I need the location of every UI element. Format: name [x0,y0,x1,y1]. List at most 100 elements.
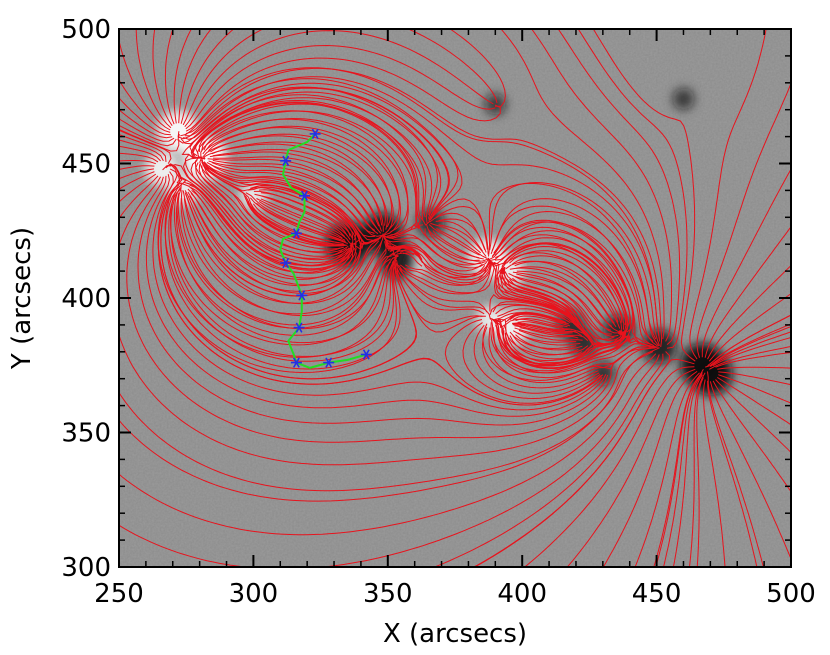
field-line-302 [715,351,791,368]
field-line-200 [182,190,380,304]
field-line-172 [202,161,357,241]
asterisk-stroke [282,257,290,269]
field-line-272 [488,182,657,340]
field-line-196 [208,160,376,231]
field-line-159 [489,293,576,324]
field-line-201 [180,190,383,315]
asterisk-marker-7 [290,357,302,368]
field-line-60 [152,171,603,411]
asterisk-stroke [292,228,300,239]
field-line-186 [187,191,354,287]
field-line-189 [196,110,409,233]
field-line-274 [491,219,652,346]
field-line-49 [119,152,159,163]
field-line-286 [701,168,791,358]
field-line-273 [490,205,654,342]
field-line-65 [184,181,353,270]
field-line-44 [169,164,352,267]
field-line-259 [512,324,583,337]
field-line-312 [707,380,758,567]
field-line-291 [523,366,695,567]
x-tick-label: 450 [632,579,682,609]
field-line-275 [482,323,652,381]
field-line-260 [514,327,579,339]
field-line-221 [177,78,459,216]
field-line-242 [499,267,579,328]
field-line-59 [145,173,607,417]
field-line-136 [393,252,423,267]
field-line-98 [489,181,660,346]
field-line-226 [424,228,486,265]
field-line-222 [177,86,438,215]
field-line-169 [495,324,658,374]
field-line-235 [489,303,566,320]
field-line-301 [717,366,791,370]
field-line-246 [501,252,619,323]
field-line-299 [709,331,791,368]
field-line-62 [190,187,355,274]
asterisk-stroke [298,290,306,301]
field-line-114 [516,270,620,333]
field-line-15 [119,124,177,147]
asterisk-stroke [282,155,290,166]
field-line-249 [512,271,612,331]
field-line-13 [119,109,173,139]
asterisk-stroke [362,349,370,360]
field-line-69 [160,188,417,380]
field-line-137 [519,327,589,342]
field-line-296 [689,372,706,567]
field-line-202 [177,188,387,326]
field-line-171 [203,162,361,244]
field-line-187 [184,190,357,292]
field-line-197 [206,161,375,234]
field-line-240 [514,325,573,335]
field-line-276 [119,351,654,502]
field-line-234 [487,258,569,318]
field-line-129 [514,276,619,338]
field-line-71 [170,194,397,357]
asterisk-stroke [301,190,308,201]
x-tick-label: 250 [94,579,144,609]
field-line-92 [258,201,346,241]
field-line-238 [512,323,565,332]
field-line-68 [157,185,604,406]
field-line-283 [708,293,791,362]
field-line-182 [184,153,343,259]
asterisk-markers [280,128,372,368]
field-line-253 [491,319,623,372]
field-line-148 [504,331,627,367]
field-line-165 [473,324,600,394]
field-line-158 [492,301,574,322]
field-line-284 [707,264,791,360]
field-line-106 [384,234,481,266]
field-line-209 [391,246,490,278]
field-line-12 [119,97,171,136]
field-line-193 [203,143,383,226]
field-line-214 [157,164,397,374]
field-line-195 [207,158,377,229]
field-line-155 [497,311,567,323]
field-line-40 [210,163,384,237]
field-line-198 [203,161,375,238]
field-line-50 [119,159,156,165]
field-line-183 [165,163,346,267]
x-axis-title: X (arcsecs) [383,619,527,649]
field-line-294 [634,372,700,567]
field-line-14 [119,118,175,142]
field-line-66 [168,182,395,362]
field-line-51 [119,165,155,170]
field-line-210 [176,192,392,329]
field-line-7 [164,29,175,125]
field-line-194 [209,151,380,227]
field-line-52 [119,168,154,180]
field-line-131 [382,235,424,264]
field-line-30 [195,91,442,219]
field-line-0 [185,57,501,132]
field-line-54 [119,173,157,203]
field-line-247 [505,260,615,324]
field-line-219 [438,218,487,253]
field-line-56 [119,176,656,466]
field-line-251 [504,271,615,340]
field-line-34 [195,162,350,261]
